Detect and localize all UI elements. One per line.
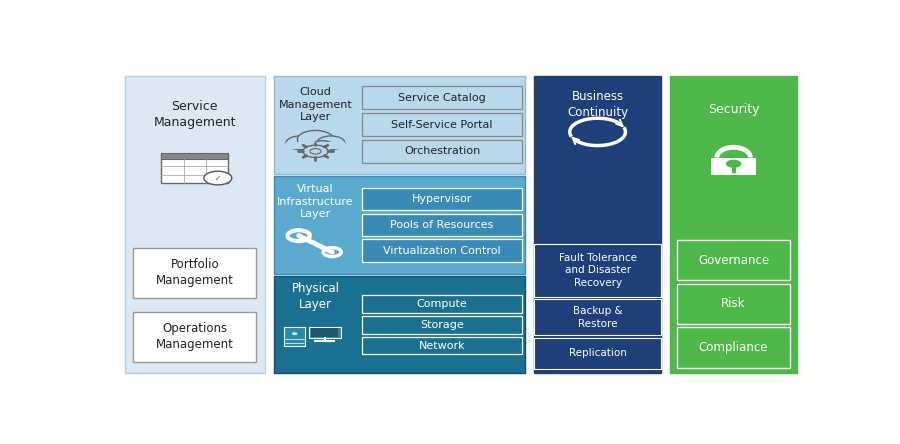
Bar [362, 86, 522, 110]
Bar [362, 113, 522, 136]
Bar [677, 284, 790, 324]
Text: Fault Tolerance
and Disaster
Recovery: Fault Tolerance and Disaster Recovery [559, 253, 636, 288]
Text: Backup &
Restore: Backup & Restore [572, 306, 623, 329]
Bar [362, 214, 522, 236]
Circle shape [310, 149, 321, 154]
Text: Physical
Layer: Physical Layer [292, 282, 339, 311]
Bar [161, 153, 229, 159]
Bar [125, 75, 265, 373]
Text: Network: Network [418, 341, 465, 350]
Circle shape [292, 332, 297, 335]
Text: Portfolio
Management: Portfolio Management [156, 258, 234, 287]
Text: Self-Service Portal: Self-Service Portal [392, 119, 493, 130]
Bar [311, 329, 338, 337]
Circle shape [311, 141, 334, 152]
Text: Pools of Resources: Pools of Resources [391, 220, 494, 230]
Bar [362, 139, 522, 163]
Text: Service
Management: Service Management [154, 100, 236, 129]
Text: Virtual
Infrastructure
Layer: Virtual Infrastructure Layer [277, 184, 354, 219]
Bar [133, 248, 256, 298]
Text: Storage: Storage [420, 320, 464, 329]
Text: Service Catalog: Service Catalog [398, 93, 486, 103]
Text: ✓: ✓ [214, 174, 221, 182]
Bar [133, 312, 256, 362]
Circle shape [204, 171, 232, 185]
Bar [362, 188, 522, 210]
Circle shape [317, 136, 345, 150]
Bar [274, 176, 526, 274]
Circle shape [286, 136, 314, 150]
Bar [677, 328, 790, 368]
Circle shape [303, 145, 328, 158]
Text: Cloud
Management
Layer: Cloud Management Layer [279, 87, 352, 122]
Text: Governance: Governance [698, 254, 770, 266]
Bar [362, 295, 522, 313]
Text: Risk: Risk [722, 297, 746, 310]
Bar [310, 327, 340, 338]
Bar [711, 158, 756, 175]
Text: Replication: Replication [569, 349, 626, 358]
Text: Orchestration: Orchestration [404, 146, 481, 156]
Bar [534, 338, 662, 369]
Text: Hypervisor: Hypervisor [412, 194, 472, 204]
Bar [274, 75, 526, 174]
Bar [284, 327, 305, 345]
Bar [362, 337, 522, 354]
Bar [534, 75, 662, 373]
Circle shape [726, 160, 741, 167]
Bar [534, 244, 662, 297]
Bar [362, 316, 522, 333]
Bar [161, 154, 229, 183]
Bar [534, 299, 662, 335]
Text: Compliance: Compliance [699, 341, 769, 354]
Bar [286, 143, 345, 149]
Bar [274, 276, 526, 373]
Circle shape [297, 131, 334, 148]
Text: Security: Security [708, 103, 760, 116]
Bar [677, 240, 790, 280]
Text: Operations
Management: Operations Management [156, 322, 234, 351]
Text: Business
Continuity: Business Continuity [567, 90, 628, 119]
Bar [670, 75, 797, 373]
Text: Compute: Compute [417, 299, 467, 309]
Bar [362, 239, 522, 262]
Text: Virtualization Control: Virtualization Control [383, 246, 501, 256]
